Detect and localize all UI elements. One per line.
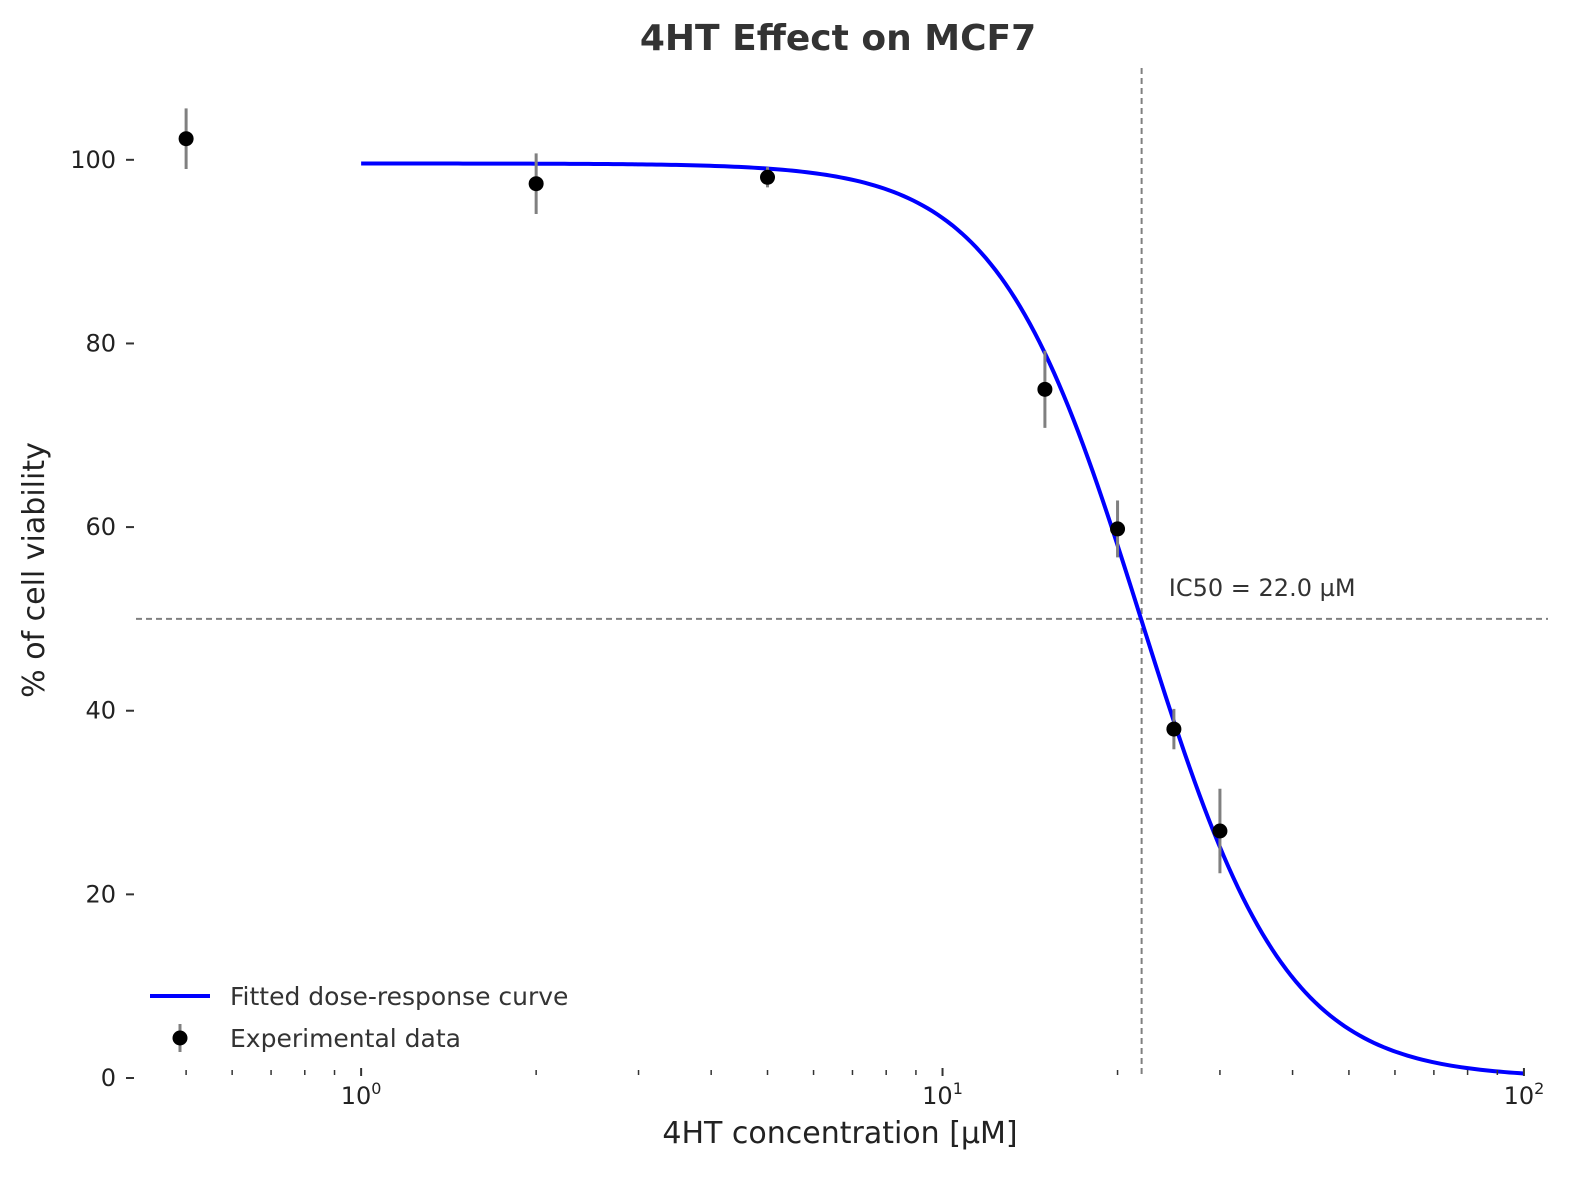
legend-swatch-data-point [172, 1030, 188, 1046]
x-tick-label: 100 [341, 1079, 382, 1110]
x-tick-label: 101 [922, 1079, 963, 1110]
legend-label-experimental-data: Experimental data [230, 1024, 461, 1053]
annotations: IC50 = 22.0 µM [1169, 574, 1356, 602]
data-points-layer [178, 108, 1228, 874]
x-axis-label: 4HT concentration [µM] [662, 1116, 1017, 1151]
data-point [760, 169, 776, 185]
y-axis-label: % of cell viability [17, 442, 52, 698]
y-tick-label: 100 [70, 146, 116, 174]
legend: Fitted dose-response curve Experimental … [150, 982, 568, 1053]
y-tick-label: 0 [101, 1064, 116, 1092]
legend-label-fitted-curve: Fitted dose-response curve [230, 982, 568, 1011]
reference-lines [136, 68, 1548, 1078]
data-point [528, 176, 544, 192]
y-tick-label: 80 [85, 329, 116, 357]
fitted-curve-layer [361, 161, 1525, 1076]
data-point [1110, 521, 1126, 537]
data-point [1212, 823, 1228, 839]
chart-title: 4HT Effect on MCF7 [640, 18, 1036, 59]
y-axis-ticks: 0 20 40 60 80 100 [70, 146, 134, 1092]
y-tick-label: 40 [85, 697, 116, 725]
ic50-annotation: IC50 = 22.0 µM [1169, 574, 1356, 602]
data-point [1037, 381, 1053, 397]
data-point [1166, 721, 1182, 737]
x-tick-label: 102 [1504, 1079, 1545, 1110]
y-tick-label: 60 [85, 513, 116, 541]
data-point [178, 131, 194, 147]
axes: 0 20 40 60 80 100 100 101 102 IC50 = 22.0 µM [70, 68, 1548, 1110]
y-tick-label: 20 [85, 880, 116, 908]
fitted-dose-response-curve [361, 161, 1525, 1076]
x-axis-ticks: 100 101 102 [185, 1068, 1545, 1110]
